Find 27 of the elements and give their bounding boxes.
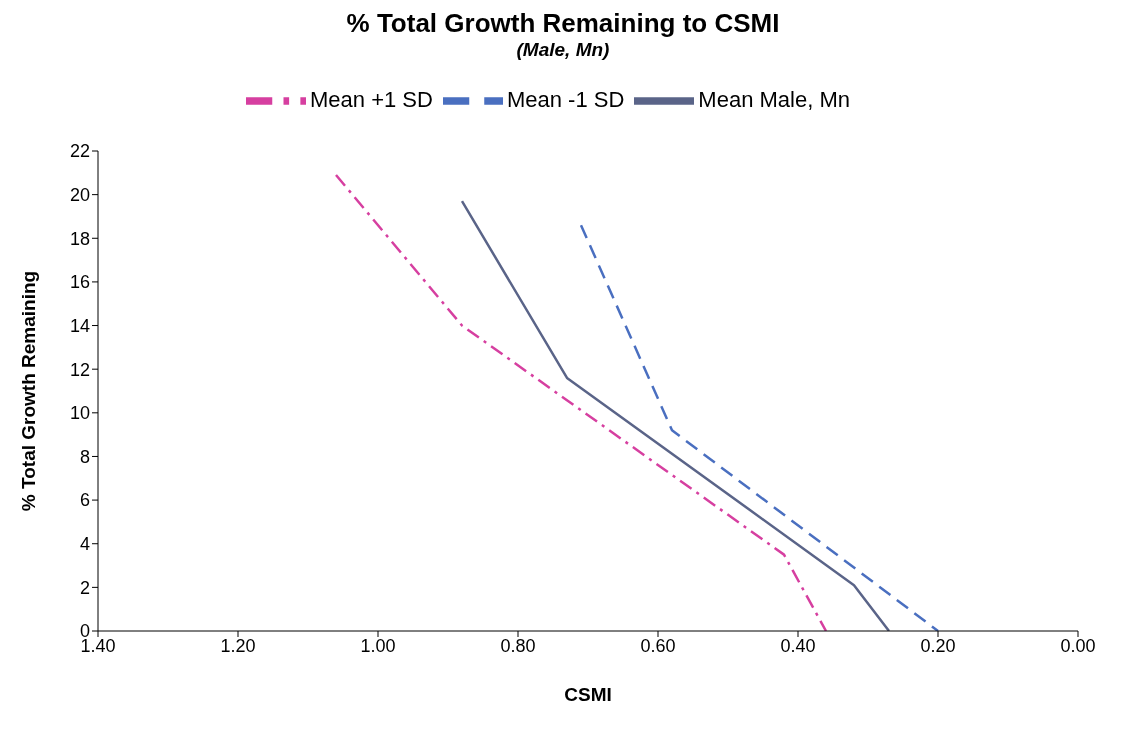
y-tick-label: 18 <box>69 228 90 249</box>
x-tick-label: 1.20 <box>220 635 256 656</box>
x-tick-label: 0.40 <box>780 635 816 656</box>
line-series <box>460 199 891 631</box>
y-tick-label: 12 <box>69 359 90 380</box>
y-tick-label: 4 <box>79 534 90 555</box>
chart-subtitle: (Male, Mn) <box>515 39 611 61</box>
y-tick-label: 2 <box>79 577 90 598</box>
y-tick-label: 8 <box>79 446 90 467</box>
y-tick-label: 6 <box>79 490 90 511</box>
x-tick-label: 0.60 <box>640 635 676 656</box>
y-tick-label: 20 <box>69 185 90 206</box>
y-tick-label: 10 <box>69 403 90 424</box>
y-tick-label: 14 <box>69 315 90 336</box>
y-tick-label: 16 <box>69 272 90 293</box>
y-tick-label: 22 <box>69 141 90 162</box>
chart-title: % Total Growth Remaining to CSMI <box>345 8 781 39</box>
y-axis-title: % Total Growth Remaining <box>17 270 39 512</box>
x-axis-title: CSMI <box>564 684 612 705</box>
x-tick-label: 0.80 <box>500 635 536 656</box>
legend-label: Mean -1 SD <box>506 86 625 112</box>
x-tick-label: 0.20 <box>920 635 956 656</box>
legend-label: Mean +1 SD <box>310 86 433 112</box>
x-tick-label: 0.00 <box>1060 635 1096 656</box>
line-series <box>334 173 828 631</box>
x-tick-label: 1.00 <box>360 635 396 656</box>
legend-label: Mean Male, Mn <box>698 86 850 112</box>
